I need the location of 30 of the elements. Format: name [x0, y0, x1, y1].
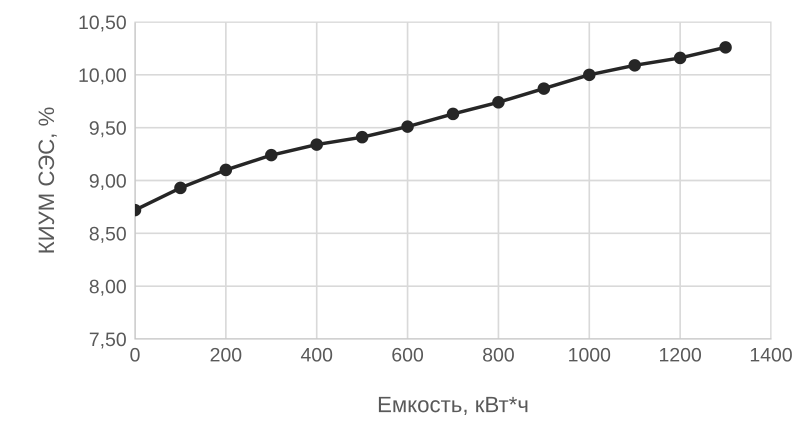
y-tick-label: 8,50 [90, 226, 126, 243]
point [220, 164, 232, 176]
x-tick-label: 0 [130, 348, 140, 362]
y-tick-label: 7,50 [90, 332, 126, 349]
x-tick-label: 1200 [660, 348, 702, 362]
y-tick-label: 8,00 [90, 280, 126, 296]
point [674, 52, 686, 64]
y-tick-label: 10,00 [79, 68, 126, 84]
x-tick-label: 1400 [750, 348, 792, 362]
point [174, 182, 187, 194]
x-tick-label: 200 [210, 348, 242, 362]
x-axis-title: Емкость, кВт*ч [378, 396, 528, 415]
point [719, 41, 732, 54]
point [583, 68, 596, 82]
point [446, 108, 460, 120]
y-tick-label: 9,00 [90, 174, 126, 190]
point [356, 130, 368, 144]
point [265, 148, 278, 162]
x-tick-label: 600 [392, 348, 424, 362]
point [538, 82, 550, 95]
x-tick-label: 400 [300, 348, 332, 362]
y-tick-label: 10,50 [79, 15, 126, 32]
y-tick-label: 9,50 [90, 121, 126, 138]
x-tick-label: 800 [483, 348, 514, 362]
point [492, 96, 505, 109]
point [310, 138, 323, 151]
x-tick-label: 1000 [569, 348, 610, 362]
point [628, 59, 641, 72]
y-axis-title: КИУМ СЭС, % [38, 107, 57, 252]
point [401, 120, 414, 133]
